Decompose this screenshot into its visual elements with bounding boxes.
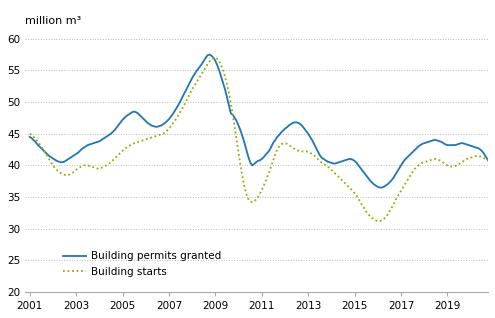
Building permits granted bbox=[206, 53, 212, 57]
Building starts bbox=[446, 164, 452, 168]
Text: million m³: million m³ bbox=[25, 16, 81, 26]
Building permits granted bbox=[377, 186, 383, 190]
Building starts bbox=[427, 158, 433, 162]
Building starts bbox=[391, 203, 396, 207]
Building permits granted bbox=[27, 135, 33, 139]
Building permits granted bbox=[391, 176, 396, 180]
Building permits granted bbox=[236, 124, 242, 128]
Building starts bbox=[236, 151, 242, 155]
Building starts bbox=[375, 219, 381, 223]
Building permits granted bbox=[446, 143, 452, 147]
Building starts bbox=[266, 169, 272, 173]
Building starts bbox=[491, 155, 495, 159]
Building permits granted bbox=[266, 148, 272, 152]
Building starts bbox=[210, 56, 216, 60]
Line: Building starts: Building starts bbox=[30, 58, 495, 221]
Legend: Building permits granted, Building starts: Building permits granted, Building start… bbox=[63, 252, 221, 277]
Building permits granted bbox=[427, 139, 433, 143]
Building permits granted bbox=[491, 169, 495, 172]
Building starts bbox=[27, 132, 33, 135]
Line: Building permits granted: Building permits granted bbox=[30, 55, 495, 188]
